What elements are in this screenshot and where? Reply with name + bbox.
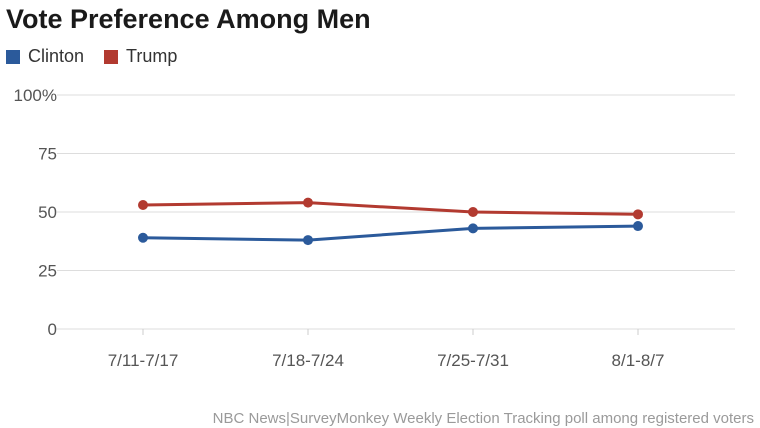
- data-point-trump: [468, 207, 478, 217]
- legend-swatch-clinton: [6, 49, 20, 64]
- legend-label-trump: Trump: [126, 46, 178, 66]
- data-point-trump: [303, 197, 313, 208]
- data-point-trump: [633, 209, 643, 220]
- x-tick-label: 7/25-7/31: [437, 351, 509, 370]
- data-point-trump: [138, 199, 148, 210]
- y-tick-label: 100%: [14, 86, 57, 105]
- y-tick-label: 75: [38, 145, 57, 164]
- data-point-clinton: [303, 235, 313, 246]
- legend: Clinton Trump: [6, 46, 197, 67]
- legend-swatch-trump: [104, 49, 119, 64]
- data-point-clinton: [138, 232, 148, 243]
- x-tick-label: 8/1-8/7: [612, 351, 665, 370]
- y-tick-label: 0: [48, 320, 57, 339]
- series-line-clinton: [141, 224, 640, 242]
- x-tick-label: 7/18-7/24: [272, 351, 344, 370]
- legend-item-trump: Trump: [104, 46, 177, 67]
- source-note: NBC News|SurveyMonkey Weekly Election Tr…: [212, 410, 754, 427]
- data-point-clinton: [633, 221, 643, 232]
- x-tick-label: 7/11-7/17: [108, 351, 179, 370]
- series-line-trump: [141, 201, 640, 216]
- data-point-clinton: [468, 223, 478, 234]
- legend-item-clinton: Clinton: [6, 46, 84, 67]
- chart-title: Vote Preference Among Men: [6, 4, 371, 34]
- y-tick-label: 25: [38, 262, 57, 281]
- legend-label-clinton: Clinton: [28, 46, 85, 66]
- y-tick-label: 50: [38, 203, 57, 222]
